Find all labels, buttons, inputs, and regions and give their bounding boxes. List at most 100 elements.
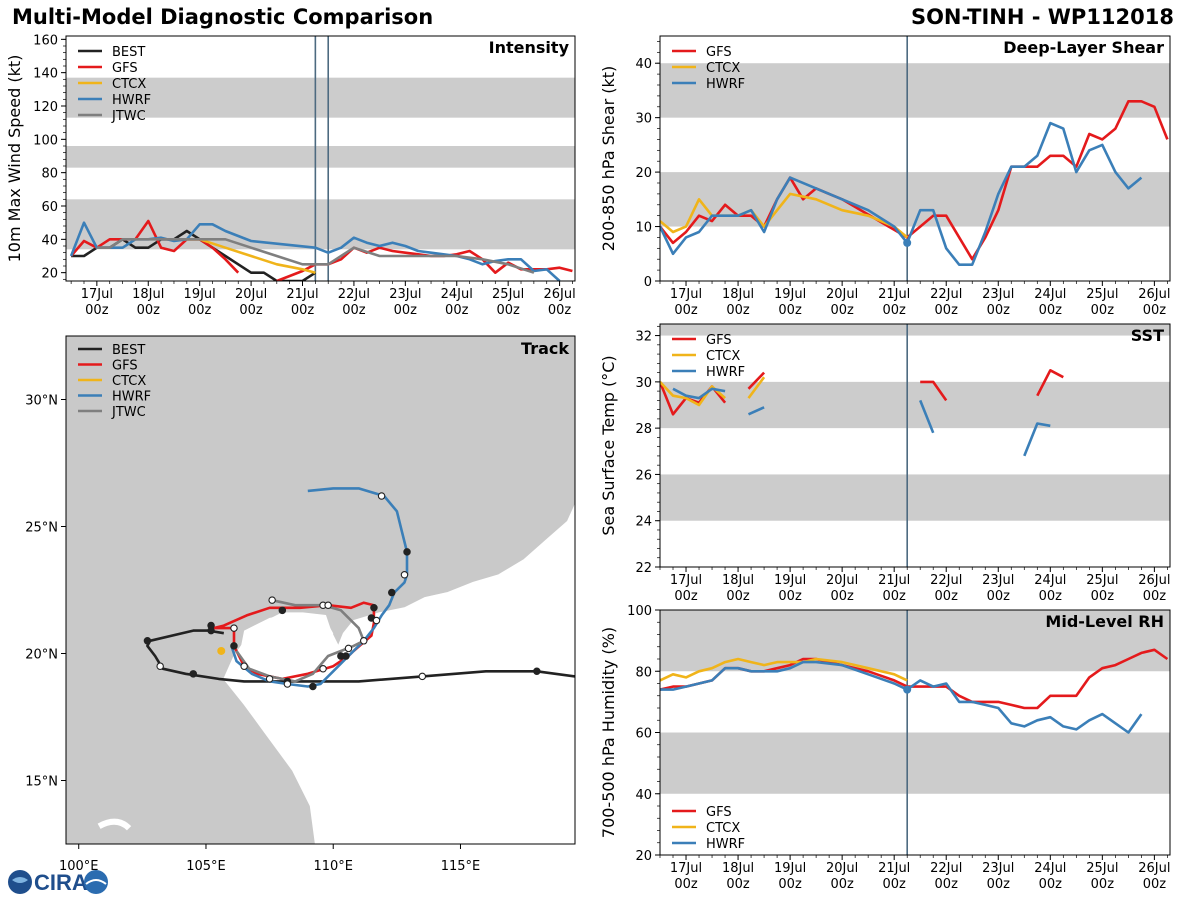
y-tick-label: 15°N bbox=[25, 775, 58, 790]
land-mass bbox=[66, 336, 575, 844]
legend-label-best: BEST bbox=[112, 45, 145, 60]
track-point-hwrf bbox=[309, 682, 317, 691]
x-tick-label: 23Jul bbox=[982, 287, 1014, 302]
x-tick-label: 115°E bbox=[441, 859, 481, 874]
y-tick-label: 30 bbox=[635, 112, 652, 127]
track-point-best bbox=[189, 670, 198, 678]
track-point-hwrf bbox=[337, 652, 345, 660]
x-tick-label: 24Jul bbox=[441, 287, 473, 302]
track-point-jtwc bbox=[268, 596, 276, 604]
band bbox=[66, 146, 575, 168]
y-tick-label: 32 bbox=[635, 330, 652, 345]
x-tick-label: 21Jul bbox=[878, 573, 910, 588]
x-tick-hour: 00z bbox=[291, 303, 315, 318]
band bbox=[660, 172, 1170, 227]
x-tick-label: 18Jul bbox=[722, 287, 754, 302]
x-tick-label: 26Jul bbox=[1138, 287, 1170, 302]
legend-label-hwrf: HWRF bbox=[706, 837, 745, 852]
series-gfs bbox=[747, 371, 766, 390]
x-tick-label: 21Jul bbox=[286, 287, 318, 302]
x-tick-hour: 00z bbox=[674, 589, 698, 604]
tonle-sap-lake bbox=[97, 818, 132, 831]
x-tick-label: 18Jul bbox=[722, 573, 754, 588]
x-tick-hour: 00z bbox=[342, 303, 366, 318]
x-tick-hour: 00z bbox=[987, 589, 1011, 604]
y-axis-label: Sea Surface Temp (°C) bbox=[599, 355, 618, 535]
x-tick-hour: 00z bbox=[935, 303, 959, 318]
x-tick-hour: 00z bbox=[1143, 303, 1167, 318]
track-point-hwrf bbox=[388, 588, 396, 597]
y-tick-label: 10 bbox=[635, 221, 652, 236]
y-tick-label: 40 bbox=[635, 57, 652, 72]
series-hwrf bbox=[660, 121, 1143, 267]
gulf-of-tonkin bbox=[239, 612, 334, 684]
x-tick-hour: 00z bbox=[548, 303, 572, 318]
track-point-hwrf bbox=[230, 642, 238, 650]
x-tick-hour: 00z bbox=[778, 589, 802, 604]
x-tick-hour: 00z bbox=[496, 303, 520, 318]
series-gfs bbox=[660, 100, 1169, 261]
track-point-gfs bbox=[283, 680, 292, 688]
legend-label-gfs: GFS bbox=[706, 805, 732, 820]
marker-hwrf bbox=[903, 238, 912, 247]
x-tick-label: 20Jul bbox=[826, 573, 858, 588]
series-ctcx bbox=[747, 376, 766, 399]
x-tick-label: 24Jul bbox=[1034, 573, 1066, 588]
x-tick-hour: 00z bbox=[726, 877, 750, 892]
track-point-jtwc bbox=[344, 644, 353, 653]
x-tick-hour: 00z bbox=[778, 303, 802, 318]
legend-label-best: BEST bbox=[112, 343, 145, 358]
x-tick-label: 100°E bbox=[59, 859, 99, 874]
axes-frame bbox=[659, 35, 1171, 282]
track-point-hwrf bbox=[377, 492, 386, 500]
x-tick-label: 20Jul bbox=[235, 287, 267, 302]
panel-title: SST bbox=[1131, 326, 1164, 345]
axes-frame bbox=[659, 323, 1171, 568]
track-point-best bbox=[156, 662, 164, 670]
axes-frame bbox=[65, 35, 576, 282]
legend-label-ctcx: CTCX bbox=[112, 77, 146, 92]
x-tick-label: 23Jul bbox=[982, 861, 1014, 876]
x-tick-label: 22Jul bbox=[930, 287, 962, 302]
legend-label-jtwc: JTWC bbox=[111, 405, 146, 420]
y-tick-label: 160 bbox=[33, 33, 58, 48]
series-ctcx bbox=[660, 657, 908, 682]
series-hwrf bbox=[660, 660, 1143, 734]
x-tick-label: 19Jul bbox=[774, 573, 806, 588]
y-tick-label: 20°N bbox=[25, 648, 58, 663]
series-gfs bbox=[211, 246, 240, 274]
x-tick-label: 23Jul bbox=[389, 287, 421, 302]
x-tick-label: 20Jul bbox=[826, 287, 858, 302]
x-tick-label: 17Jul bbox=[670, 573, 702, 588]
legend-label-hwrf: HWRF bbox=[112, 390, 151, 405]
panel-sst: 22242628303217Jul00z18Jul00z19Jul00z20Ju… bbox=[599, 323, 1171, 604]
legend-label-jtwc: JTWC bbox=[111, 109, 146, 124]
x-tick-label: 18Jul bbox=[722, 861, 754, 876]
x-tick-label: 19Jul bbox=[774, 861, 806, 876]
panel-track: 15°N 20°N 25°N 30°N 100°E 105°E 110°E 115°E Trac… bbox=[25, 335, 576, 874]
track-point-jtwc bbox=[265, 675, 274, 683]
x-tick-hour: 00z bbox=[445, 303, 469, 318]
track-point-jtwc bbox=[360, 637, 368, 645]
y-tick-label: 20 bbox=[635, 166, 652, 181]
y-axis-label: 10m Max Wind Speed (kt) bbox=[5, 55, 24, 263]
y-tick-label: 100 bbox=[627, 604, 652, 619]
x-tick-hour: 00z bbox=[1143, 589, 1167, 604]
x-tick-hour: 00z bbox=[85, 303, 109, 318]
y-axis-label: 700-500 hPa Humidity (%) bbox=[599, 627, 618, 838]
main-title: Multi-Model Diagnostic Comparison bbox=[12, 5, 434, 29]
x-tick-hour: 00z bbox=[935, 589, 959, 604]
legend-label-hwrf: HWRF bbox=[706, 77, 745, 92]
band bbox=[66, 199, 575, 250]
x-tick-label: 23Jul bbox=[982, 573, 1014, 588]
band bbox=[66, 77, 575, 118]
track-point-best bbox=[533, 667, 541, 676]
band bbox=[660, 474, 1170, 521]
x-tick-hour: 00z bbox=[778, 877, 802, 892]
x-tick-label: 22Jul bbox=[930, 861, 962, 876]
y-tick-label: 80 bbox=[635, 665, 652, 680]
track-point-best bbox=[418, 672, 427, 681]
x-tick-hour: 00z bbox=[1091, 589, 1115, 604]
